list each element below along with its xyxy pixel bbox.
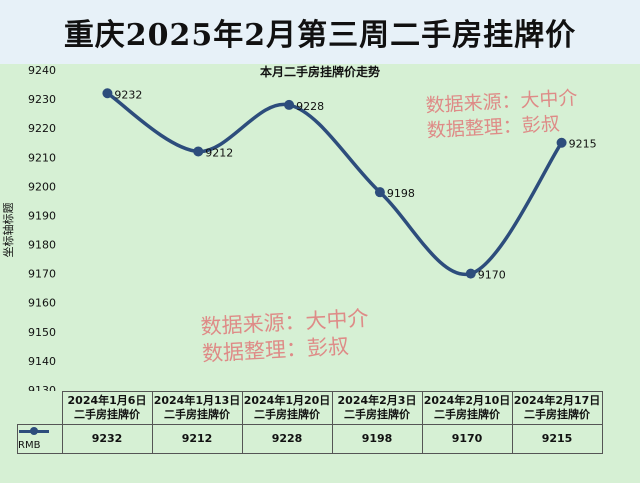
y-tick-label: 9230 — [28, 93, 56, 106]
y-tick-label: 9160 — [28, 297, 56, 310]
data-label: 9198 — [387, 187, 415, 200]
y-tick-label: 9180 — [28, 239, 56, 252]
header-banner: 重庆2025年2月第三周二手房挂牌价 — [0, 0, 640, 64]
data-label: 9215 — [569, 138, 597, 151]
y-tick-label: 9210 — [28, 151, 56, 164]
data-table-corner — [17, 391, 63, 425]
data-label: 9212 — [205, 146, 233, 159]
data-table-cell: 9198 — [331, 424, 423, 454]
data-table-header-row: 2024年1月6日二手房挂牌价 2024年1月13日二手房挂牌价 2024年1月… — [17, 391, 603, 425]
chart-title: 本月二手房挂牌价走势 — [260, 64, 380, 79]
data-point — [374, 187, 385, 198]
y-tick-label: 9240 — [28, 64, 56, 77]
legend-key-icon — [19, 427, 49, 435]
data-table-row: RMB 9232 9212 9228 9198 9170 9215 — [17, 424, 603, 454]
data-table-cell: 9170 — [421, 424, 513, 454]
data-table-cell: 9212 — [151, 424, 243, 454]
legend-entry: RMB — [17, 424, 63, 454]
category-label: 2024年2月3日二手房挂牌价 — [331, 391, 423, 425]
data-table-cell: 9215 — [511, 424, 603, 454]
category-label: 2024年1月13日二手房挂牌价 — [151, 391, 243, 425]
data-point — [102, 88, 113, 99]
data-table-cell: 9232 — [61, 424, 153, 454]
data-point — [465, 268, 476, 279]
y-tick-label: 9220 — [28, 122, 56, 135]
page-title: 重庆2025年2月第三周二手房挂牌价 — [63, 18, 577, 53]
y-tick-label: 9140 — [28, 355, 56, 368]
y-axis-label: 坐标轴标题 — [1, 203, 15, 258]
watermark: 数据来源：大中介 数据整理：彭叔 — [425, 86, 579, 143]
data-table-cell: 9228 — [241, 424, 333, 454]
category-label: 2024年1月20日二手房挂牌价 — [241, 391, 333, 425]
chart-area: 本月二手房挂牌价走势坐标轴标题9130914091509160917091809… — [0, 64, 640, 483]
category-label: 2024年2月10日二手房挂牌价 — [421, 391, 513, 425]
category-label: 2024年2月17日二手房挂牌价 — [511, 391, 603, 425]
data-point — [284, 99, 295, 110]
data-label: 9170 — [478, 269, 506, 282]
y-tick-label: 9200 — [28, 180, 56, 193]
watermark: 数据来源：大中介 数据整理：彭叔 — [200, 305, 371, 368]
data-point — [193, 146, 204, 157]
data-point — [556, 137, 567, 148]
line-chart: 本月二手房挂牌价走势坐标轴标题9130914091509160917091809… — [1, 64, 597, 397]
data-label: 9228 — [296, 100, 324, 113]
y-tick-label: 9170 — [28, 268, 56, 281]
y-tick-label: 9190 — [28, 209, 56, 222]
y-tick-label: 9150 — [28, 326, 56, 339]
category-label: 2024年1月6日二手房挂牌价 — [61, 391, 153, 425]
legend-series-name: RMB — [18, 440, 41, 451]
data-table: 2024年1月6日二手房挂牌价 2024年1月13日二手房挂牌价 2024年1月… — [17, 391, 603, 454]
data-label: 9232 — [114, 88, 142, 101]
